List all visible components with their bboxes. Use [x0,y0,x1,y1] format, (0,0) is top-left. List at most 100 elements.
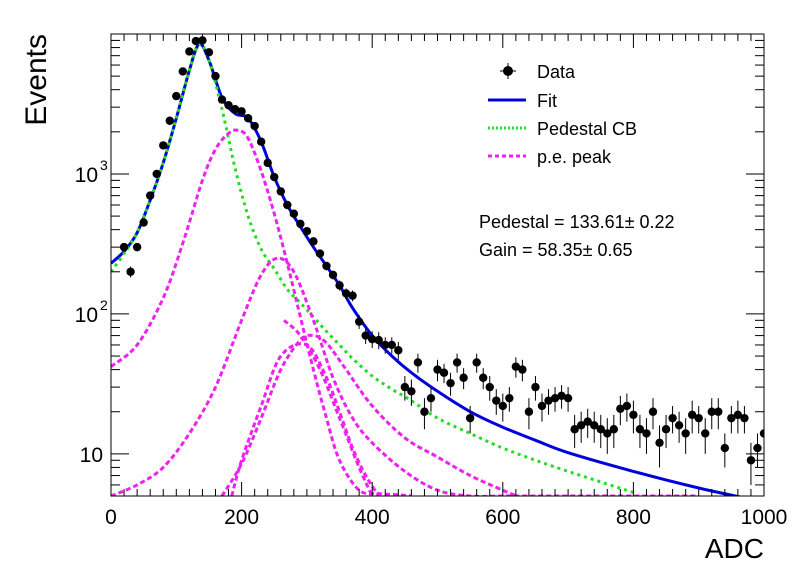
data-marker [557,391,566,400]
data-marker [642,429,651,438]
x-tick-label: 0 [105,506,117,529]
data-marker [309,237,318,246]
data-point [178,67,188,76]
data-point [152,169,161,179]
data-point [335,280,344,291]
x-tick-label: 1000 [741,506,788,529]
data-point [472,353,481,373]
data-point [237,107,246,116]
data-marker [426,393,436,403]
data-marker [413,358,423,367]
data-point [433,359,442,382]
data-marker [243,114,253,123]
data-point [159,141,168,150]
data-point [550,387,560,412]
data-point [531,376,540,401]
data-marker [256,137,266,146]
data-marker [603,429,612,438]
data-marker [296,219,305,229]
legend-label-pe: p.e. peak [537,147,612,167]
data-point [590,411,599,443]
data-point [629,400,638,434]
data-marker [178,67,188,76]
data-point [465,405,475,434]
data-point [701,418,710,454]
data-marker [224,100,233,110]
data-marker [583,417,592,426]
data-point [635,414,645,449]
data-point [648,398,658,430]
data-marker [465,413,475,423]
data-point [485,376,494,401]
data-point [727,405,736,434]
y-tick-base: 10 [75,164,98,187]
data-point [426,387,436,412]
data-marker [374,335,383,345]
data-point [576,411,586,443]
data-marker [185,47,194,56]
data-marker [237,107,246,116]
data-point [544,389,553,415]
data-marker [668,413,677,423]
data-point [211,71,220,81]
data-point [230,105,240,114]
legend: Data Fit Pedestal CB p.e. peak [488,62,637,167]
data-point [172,91,181,101]
data-marker [335,281,344,290]
x-tick-label: 800 [616,506,651,529]
data-point [224,100,233,110]
data-marker [498,401,507,411]
data-point [302,226,312,236]
data-marker [720,443,730,453]
legend-entry-pe: p.e. peak [488,147,612,167]
data-marker [544,396,553,405]
data-marker [165,116,174,125]
data-marker [707,407,716,416]
data-point [452,353,462,373]
data-marker [537,401,547,411]
data-point [256,137,266,146]
data-point [694,405,703,434]
data-point [185,47,194,56]
data-point [459,368,468,390]
data-point [145,191,155,200]
data-point [394,341,403,360]
series-line-pe-peak-7 [282,319,374,496]
data-marker [648,407,658,416]
data-point [407,379,416,406]
data-marker [459,373,468,382]
data-marker [563,393,573,403]
data-point [687,400,697,434]
data-marker [446,378,455,388]
data-point [341,288,351,299]
data-marker [727,413,736,423]
data-marker [302,226,312,236]
data-marker [524,407,534,416]
data-point [511,357,521,378]
data-points-layer [119,36,764,485]
data-marker [191,36,201,46]
data-marker [590,421,599,430]
data-marker [616,404,625,413]
data-marker [361,331,370,340]
data-point [270,172,279,182]
data-marker [635,425,645,434]
data-marker [381,340,390,350]
data-point [191,36,201,46]
data-point [132,242,142,252]
data-marker [492,396,501,405]
data-marker [132,242,142,252]
data-point [139,218,148,227]
x-tick-label: 400 [355,506,390,529]
data-point [243,114,253,123]
data-point [753,433,762,468]
data-marker [746,456,756,465]
legend-entry-data: Data [500,62,576,82]
data-point [354,315,364,330]
data-marker [439,368,449,377]
data-point [642,418,651,454]
data-marker [622,401,632,411]
data-marker [211,71,220,81]
